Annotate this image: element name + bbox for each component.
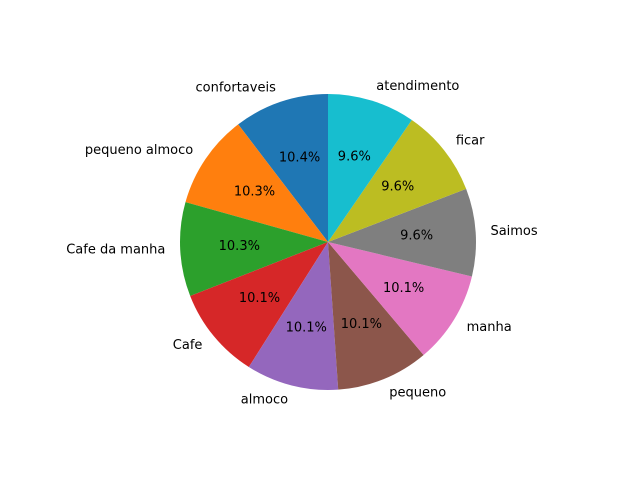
pct-label-pequeno-almoco: 10.3%	[234, 185, 275, 200]
pct-label-saimos: 9.6%	[400, 229, 433, 244]
pie-slice-pequeno-almoco	[185, 124, 328, 242]
pct-label-cafe: 10.1%	[239, 291, 280, 306]
pie-labels: 10.4% confortaveis 10.3% pequeno almoco 10.3…	[66, 79, 538, 407]
pie-slices	[179, 94, 476, 390]
pct-label-pequeno: 10.1%	[341, 317, 382, 332]
pie-slice-cafe	[190, 242, 328, 368]
pie-slice-atendimento	[328, 94, 412, 242]
pct-label-almoco: 10.1%	[286, 321, 327, 336]
slice-label-cafe: Cafe	[173, 338, 203, 353]
pie-slice-cafe-da-manha	[179, 202, 328, 296]
pie-slice-manha	[328, 242, 472, 355]
slice-label-almoco: almoco	[241, 392, 288, 407]
slice-label-ficar: ficar	[456, 134, 485, 149]
slice-label-saimos: Saimos	[490, 224, 537, 239]
slice-label-atendimento: atendimento	[376, 79, 459, 94]
pct-label-cafe-da-manha: 10.3%	[219, 239, 260, 254]
slice-label-cafe-da-manha: Cafe da manha	[66, 243, 165, 258]
slice-label-manha: manha	[467, 320, 512, 335]
slice-label-pequeno-almoco: pequeno almoco	[85, 143, 193, 158]
pie-slice-ficar	[328, 120, 467, 242]
pct-label-ficar: 9.6%	[381, 180, 414, 195]
pie-slice-almoco	[248, 242, 339, 390]
pct-label-confortaveis: 10.4%	[279, 150, 320, 165]
pct-label-manha: 10.1%	[383, 281, 424, 296]
pie-slice-confortaveis	[238, 94, 328, 242]
pie-slice-pequeno	[328, 242, 424, 390]
pct-label-atendimento: 9.6%	[338, 150, 371, 165]
slice-label-confortaveis: confortaveis	[195, 80, 276, 95]
pie-slice-saimos	[328, 188, 476, 277]
slice-label-pequeno: pequeno	[389, 385, 446, 400]
